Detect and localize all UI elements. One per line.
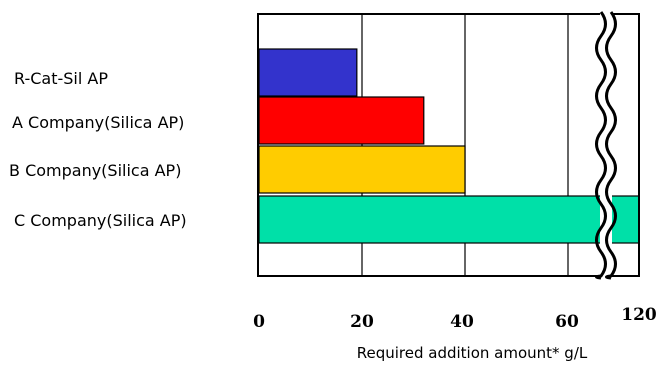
x-axis-label: Required addition amount* g/L — [357, 344, 588, 362]
x-tick-label: 60 — [555, 312, 579, 332]
bars — [258, 48, 640, 244]
category-label: A Company(Silica AP) — [12, 113, 184, 132]
x-tick-labels: 0 20 40 60 120 — [253, 305, 657, 332]
bar — [258, 96, 425, 145]
break-wave — [595, 11, 607, 280]
category-label: R-Cat-Sil AP — [14, 69, 108, 88]
bar — [258, 48, 358, 97]
category-label: B Company(Silica AP) — [9, 161, 181, 180]
x-tick-label: 20 — [350, 312, 374, 332]
plot-frame — [257, 13, 640, 277]
break-wave — [605, 11, 617, 280]
x-tick-label: 0 — [253, 312, 265, 332]
x-tick-label: 120 — [621, 305, 657, 325]
category-labels: R-Cat-Sil AP A Company(Silica AP) B Compan… — [9, 69, 187, 230]
bar — [258, 145, 466, 194]
bar — [258, 195, 640, 244]
axis-break-symbol — [595, 10, 617, 280]
category-label: C Company(Silica AP) — [14, 211, 187, 230]
x-tick-label: 40 — [450, 312, 474, 332]
